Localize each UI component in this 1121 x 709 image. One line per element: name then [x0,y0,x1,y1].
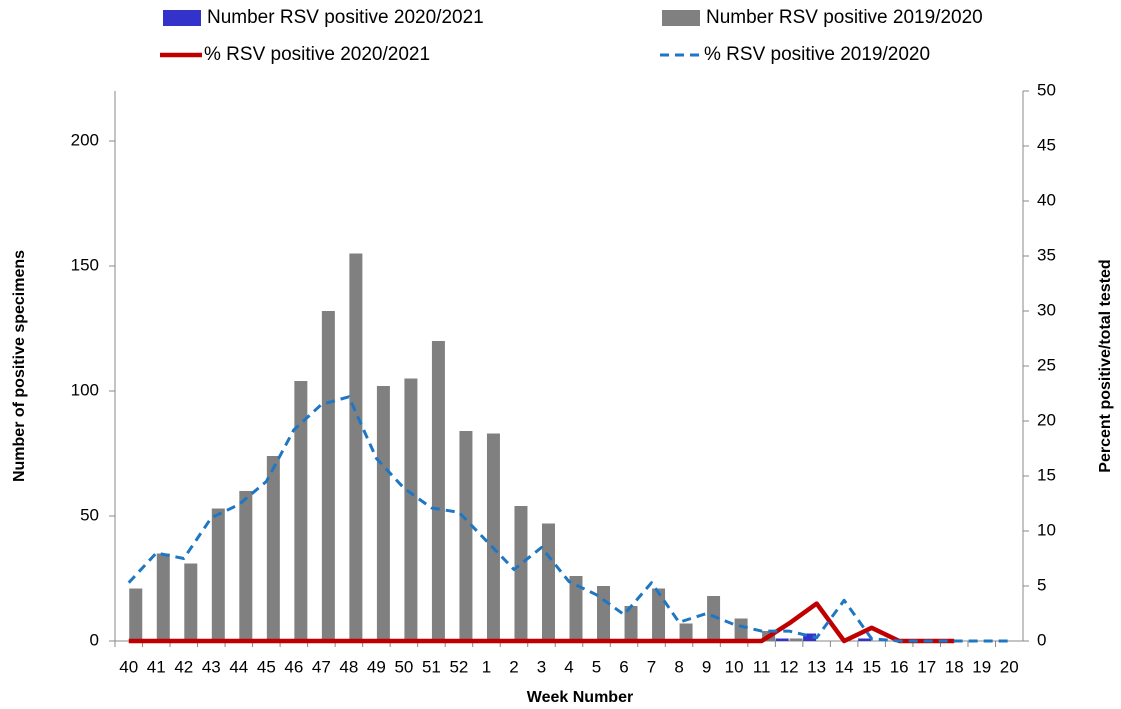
x-tick-label: 47 [312,657,331,676]
x-tick-label: 17 [917,657,936,676]
bar [404,378,418,641]
x-axis-title: Week Number [527,689,633,706]
bar [459,431,473,641]
x-tick-label: 10 [725,657,744,676]
bar [734,618,748,641]
x-tick-label: 51 [422,657,441,676]
x-tick-label: 12 [780,657,799,676]
y2-tick-label: 20 [1037,410,1056,429]
x-tick-label: 5 [592,657,601,676]
y2-tick-label: 40 [1037,190,1056,209]
x-tick-label: 7 [647,657,656,676]
x-tick-label: 50 [394,657,413,676]
x-tick-label: 16 [890,657,909,676]
y-tick-label: 0 [90,630,99,649]
x-tick-label: 45 [257,657,276,676]
y2-tick-label: 45 [1037,135,1056,154]
x-tick-label: 18 [945,657,964,676]
x-tick-label: 49 [367,657,386,676]
x-tick-label: 11 [753,657,771,676]
y-tick-label: 200 [71,130,99,149]
y2-tick-label: 10 [1037,520,1056,539]
y-tick-label: 50 [80,505,99,524]
bar [679,623,693,641]
bar [803,633,817,641]
bar [624,606,638,641]
x-tick-label: 15 [862,657,881,676]
bar [431,341,445,641]
bar [541,523,555,641]
bar [789,638,803,641]
x-tick-label: 6 [619,657,628,676]
bar [775,638,789,641]
x-tick-label: 19 [972,657,991,676]
bar [376,386,390,641]
bar [569,576,583,641]
x-tick-label: 48 [339,657,358,676]
x-tick-label: 44 [229,657,248,676]
bar [239,491,253,641]
x-tick-label: 2 [509,657,518,676]
y2-tick-label: 15 [1037,465,1056,484]
line [128,601,955,644]
y-tick-label: 150 [71,255,99,274]
y2-axis-title: Percent positive/total tested [1097,259,1114,472]
legend-label: Number RSV positive 2019/2020 [706,7,983,28]
y2-tick-label: 35 [1037,245,1056,264]
y2-tick-label: 5 [1037,575,1046,594]
legend-label: Number RSV positive 2020/2021 [207,7,484,28]
bar [858,638,872,641]
y2-tick-label: 25 [1037,355,1056,374]
x-tick-label: 4 [564,657,573,676]
bar [321,311,335,641]
legend-label: % RSV positive 2020/2021 [204,44,430,65]
bar [184,563,198,641]
bar [156,553,170,641]
x-tick-label: 52 [449,657,468,676]
x-tick-label: 9 [702,657,711,676]
x-tick-label: 46 [284,657,303,676]
bar [652,588,666,641]
x-tick-label: 43 [202,657,221,676]
y2-tick-label: 50 [1037,80,1056,99]
x-tick-label: 41 [147,657,166,676]
bar [294,381,308,641]
x-tick-label: 1 [482,657,491,676]
legend-swatch [662,10,700,26]
y-tick-label: 100 [71,380,99,399]
x-tick-label: 20 [1000,657,1019,676]
legend-swatch [163,10,201,26]
bar [129,588,143,641]
x-tick-label: 3 [537,657,546,676]
legend-label: % RSV positive 2019/2020 [704,44,930,65]
y2-tick-label: 0 [1037,630,1046,649]
bar [514,506,528,641]
bar [211,508,225,641]
x-tick-label: 13 [807,657,826,676]
bar [486,433,500,641]
x-tick-label: 40 [119,657,138,676]
bar [349,253,363,641]
bar [266,456,280,641]
bar [707,596,721,641]
y2-tick-label: 30 [1037,300,1056,319]
x-tick-label: 14 [835,657,854,676]
x-tick-label: 8 [674,657,683,676]
bar [597,586,611,641]
x-tick-label: 42 [174,657,193,676]
y-axis-title: Number of positive specimens [11,250,28,482]
line [127,395,1010,643]
